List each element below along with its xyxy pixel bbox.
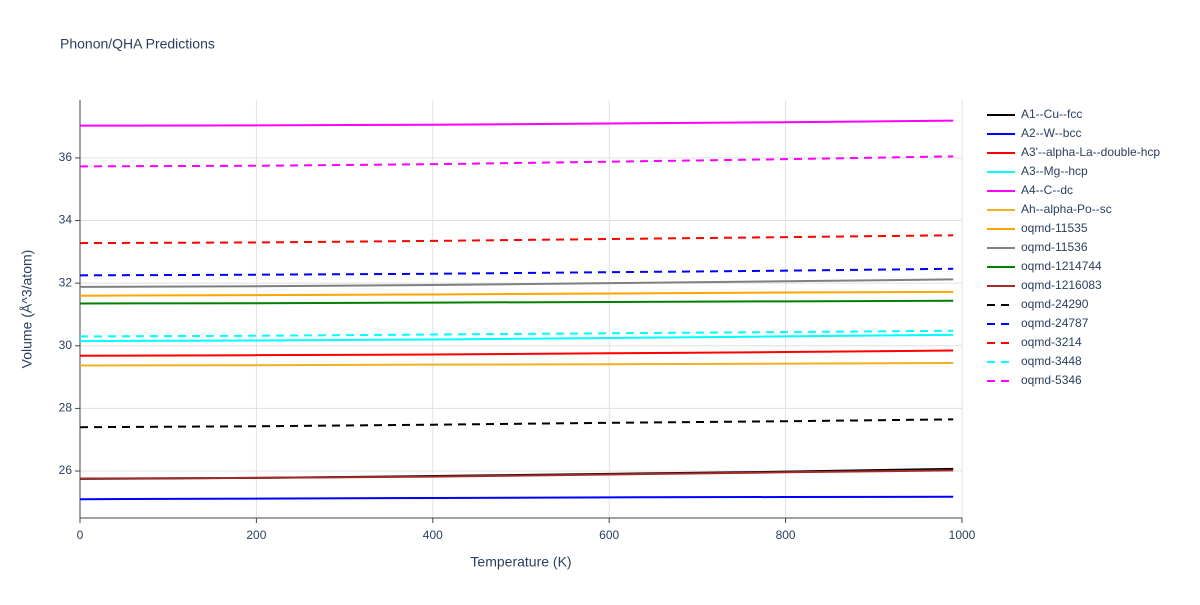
series-line <box>79 362 954 367</box>
legend-label: oqmd-3214 <box>1021 335 1082 349</box>
x-tick-label: 400 <box>423 528 443 542</box>
series-line <box>79 299 954 305</box>
series-line <box>79 349 954 357</box>
x-axis-label: Temperature (K) <box>470 554 571 570</box>
series-line <box>79 290 954 297</box>
x-tick-label: 600 <box>599 528 619 542</box>
legend-label: A1--Cu--fcc <box>1021 107 1082 121</box>
legend-label: A2--W--bcc <box>1021 126 1081 140</box>
series-line <box>79 278 954 288</box>
legend-label: Ah--alpha-Po--sc <box>1021 202 1112 216</box>
legend-label: oqmd-1214744 <box>1021 259 1102 273</box>
legend-label: oqmd-3448 <box>1021 354 1082 368</box>
series-line <box>79 329 954 338</box>
legend-label: oqmd-24787 <box>1021 316 1089 330</box>
x-tick-label: 200 <box>246 528 266 542</box>
y-tick-label: 32 <box>59 275 73 289</box>
y-tick-label: 30 <box>59 338 73 352</box>
legend-label: A3--Mg--hcp <box>1021 164 1088 178</box>
y-tick-label: 28 <box>59 401 73 415</box>
y-tick-label: 26 <box>59 463 73 477</box>
legend-label: oqmd-1216083 <box>1021 278 1102 292</box>
legend-label: A4--C--dc <box>1021 183 1073 197</box>
x-tick-label: 1000 <box>949 528 976 542</box>
chart-title: Phonon/QHA Predictions <box>60 36 215 52</box>
series-line <box>79 333 954 343</box>
legend-label: oqmd-24290 <box>1021 297 1089 311</box>
x-tick-label: 0 <box>77 528 84 542</box>
series-line <box>79 119 954 127</box>
y-tick-label: 36 <box>59 150 73 164</box>
legend-label: oqmd-11535 <box>1021 221 1088 235</box>
legend-label: A3'--alpha-La--double-hcp <box>1021 145 1160 159</box>
series-line <box>79 234 954 245</box>
series-line <box>79 418 954 429</box>
series-line <box>79 155 954 168</box>
legend-label: oqmd-11536 <box>1021 240 1088 254</box>
x-tick-label: 800 <box>776 528 796 542</box>
series-line <box>79 495 954 501</box>
series-line <box>79 267 954 277</box>
legend-label: oqmd-5346 <box>1021 373 1082 387</box>
y-tick-label: 34 <box>59 213 73 227</box>
y-axis-label: Volume (Å^3/atom) <box>19 250 35 369</box>
series-line <box>79 469 954 480</box>
